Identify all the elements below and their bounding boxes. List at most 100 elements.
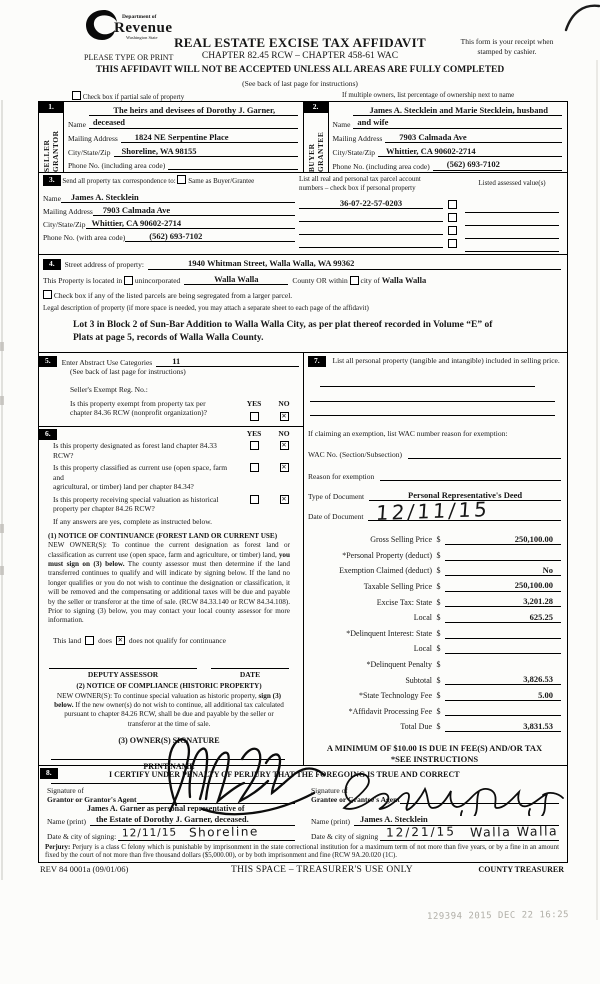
grantee-date-city-line[interactable]: 12/21/15 Walla Walla	[380, 823, 559, 841]
section-7: 7. List all personal property (tangible …	[304, 353, 567, 765]
parcel-checkbox-3[interactable]	[448, 226, 457, 236]
form-body: 1. SELLER GRANTOR Name The heirs and dev…	[38, 101, 568, 863]
form-subtitle: CHAPTER 82.45 RCW – CHAPTER 458-61 WAC	[201, 51, 399, 61]
buyer-name-line1[interactable]: James A. Stecklein and Marie Stecklein, …	[353, 105, 562, 117]
forest-no-checkbox[interactable]: ✕	[279, 441, 289, 451]
delinquent-penalty-value[interactable]	[445, 660, 561, 670]
abstract-use-value[interactable]: 11	[156, 356, 299, 368]
seller-phone-label: Phone No. (including area code)	[68, 161, 166, 171]
assessor-date-line[interactable]	[211, 667, 289, 669]
forest-yes-checkbox[interactable]	[249, 441, 259, 451]
grantee-signature-block: Signature of Grantee or Grantee's Agent …	[303, 781, 567, 841]
personal-property-line-3[interactable]	[310, 406, 555, 417]
date-of-document-label: Date of Document	[308, 512, 364, 522]
scan-mark	[0, 396, 4, 405]
parcel-number-1[interactable]: 36-07-22-57-0203	[299, 198, 443, 210]
excise-tax-state-value[interactable]: 3,201.28	[445, 596, 561, 608]
parcel-checkbox-4[interactable]	[448, 239, 457, 249]
subtotal-label: Subtotal	[405, 675, 432, 685]
current-use-yes-checkbox[interactable]	[249, 463, 259, 473]
excise-tax-local-value[interactable]: 625.25	[445, 612, 561, 623]
state-technology-fee-value[interactable]: 5.00	[445, 690, 561, 701]
same-as-buyer-checkbox[interactable]	[177, 175, 187, 185]
gross-selling-price-value[interactable]: 250,100.00	[445, 534, 561, 545]
exempt-no-checkbox[interactable]: ✕	[279, 411, 289, 421]
street-address-value[interactable]: 1940 Whitman Street, Walla Walla, WA 993…	[147, 258, 561, 270]
affidavit-processing-fee-value[interactable]	[445, 705, 561, 717]
historical-no-checkbox[interactable]: ✕	[279, 494, 289, 504]
current-use-no-checkbox[interactable]: ✕	[279, 463, 289, 473]
reason-exemption-value[interactable]	[380, 479, 561, 481]
grantee-signature-line[interactable]	[399, 795, 559, 804]
section-5: 5. Enter Abstract Use Categories 11 (See…	[39, 353, 303, 426]
seller-name-line1[interactable]: The heirs and devisees of Dorothy J. Gar…	[88, 105, 298, 117]
s3-city-value[interactable]: Whittier, CA 90602-2714	[85, 218, 295, 230]
historical-yes-checkbox[interactable]	[249, 494, 259, 504]
exempt-yes-checkbox[interactable]	[249, 411, 259, 421]
seller-mailing-value[interactable]: 1824 NE Serpentine Place	[120, 132, 298, 144]
does-checkbox[interactable]	[85, 635, 95, 645]
buyer-strip: 2. BUYER GRANTEE	[303, 102, 329, 173]
parcel-checkbox-2[interactable]	[448, 213, 457, 223]
subtotal-value[interactable]: 3,826.53	[445, 674, 561, 686]
seller-phone-value[interactable]	[168, 159, 298, 171]
type-of-document-value[interactable]: Personal Representative's Deed	[369, 490, 561, 502]
parcel-number-2[interactable]	[299, 221, 443, 223]
county-value[interactable]: Walla Walla	[184, 274, 289, 285]
s3-name-value[interactable]: James A. Stecklein	[60, 192, 295, 204]
buyer-city-value[interactable]: Whittier, CA 90602-2714	[378, 146, 562, 158]
buyer-phone-value[interactable]: (562) 693-7102	[432, 159, 562, 171]
unincorporated-checkbox[interactable]	[124, 275, 134, 285]
section-6: 6. YES NO Is this property designated as…	[39, 425, 303, 784]
wac-number-label: WAC No. (Section/Subsection)	[308, 449, 402, 459]
partial-sale-checkbox[interactable]	[72, 91, 81, 100]
city-of-label: city of	[360, 275, 380, 285]
deputy-assessor-line[interactable]	[49, 667, 198, 669]
s3-phone-value[interactable]: (562) 693-7102	[125, 231, 295, 243]
assessed-values-header: Listed assessed value(s)	[478, 179, 546, 188]
parcel-checkbox-1[interactable]	[448, 200, 457, 210]
city-checkbox[interactable]	[349, 275, 359, 285]
total-due-value[interactable]: 3,831.53	[445, 721, 561, 733]
minimum-fee-note: A MINIMUM OF $10.00 IS DUE IN FEE(S) AND…	[326, 743, 543, 754]
buyer-mailing-value[interactable]: 7903 Calmada Ave	[385, 132, 562, 144]
assessed-value-line-1[interactable]	[465, 212, 559, 214]
parcel-number-3[interactable]	[299, 234, 443, 236]
grantor-name-print-value[interactable]: the Estate of Dorothy J. Garner, decease…	[89, 814, 295, 826]
notice1-body-bold: you must sign on (3) below.	[48, 550, 290, 568]
seller-strip: 1. SELLER GRANTOR	[39, 102, 64, 173]
parcel-number-4[interactable]	[299, 247, 443, 249]
grantor-date-city-line[interactable]: 12/11/15 Shoreline	[118, 824, 295, 841]
seller-city-value[interactable]: Shoreline, WA 98155	[113, 146, 298, 158]
buyer-side-label-1: BUYER	[306, 143, 316, 173]
assessed-value-line-2[interactable]	[465, 225, 559, 227]
grantee-city-handwritten: Walla Walla	[469, 823, 559, 840]
date-of-document-line[interactable]: 12/11/15	[368, 497, 561, 525]
scan-mark	[0, 566, 4, 575]
personal-property-line-1[interactable]	[320, 376, 535, 387]
see-instructions-note: *SEE INSTRUCTIONS	[390, 754, 479, 765]
seller-name-line2[interactable]: deceased	[88, 117, 298, 129]
taxable-selling-price-value[interactable]: 250,100.00	[445, 580, 561, 592]
parcel-header-line1: List all real and personal tax parcel ac…	[299, 175, 421, 184]
assessed-value-line-3[interactable]	[465, 238, 559, 240]
personal-property-deduct-value[interactable]	[445, 550, 561, 561]
historical-question-line2: property per chapter 84.26 RCW?	[53, 504, 155, 514]
segregated-checkbox[interactable]	[43, 289, 52, 299]
grantee-name-print-value[interactable]: James A. Stecklein	[353, 814, 559, 826]
exemption-claimed-label: Exemption Claimed (deduct)	[339, 566, 432, 576]
wac-number-value[interactable]	[407, 457, 561, 459]
s3-mailing-value[interactable]: 7903 Calmada Ave	[92, 205, 295, 217]
assessed-value-line-4[interactable]	[465, 251, 559, 253]
same-as-buyer-label: Same as Buyer/Grantee	[188, 177, 255, 186]
delinquent-interest-state-value[interactable]	[445, 628, 561, 639]
grantor-signature-line[interactable]	[136, 795, 295, 804]
owners-signature-line[interactable]	[51, 758, 285, 760]
grantee-sig-label-1: Signature of	[311, 785, 348, 795]
delinquent-interest-local-value[interactable]	[445, 643, 561, 655]
personal-property-line-2[interactable]	[310, 391, 555, 402]
forest-land-question: Is this property designated as forest la…	[53, 441, 217, 460]
buyer-name-line2[interactable]: and wife	[353, 117, 562, 129]
exemption-claimed-value[interactable]: No	[445, 565, 561, 577]
does-not-checkbox[interactable]: ✕	[115, 635, 125, 645]
